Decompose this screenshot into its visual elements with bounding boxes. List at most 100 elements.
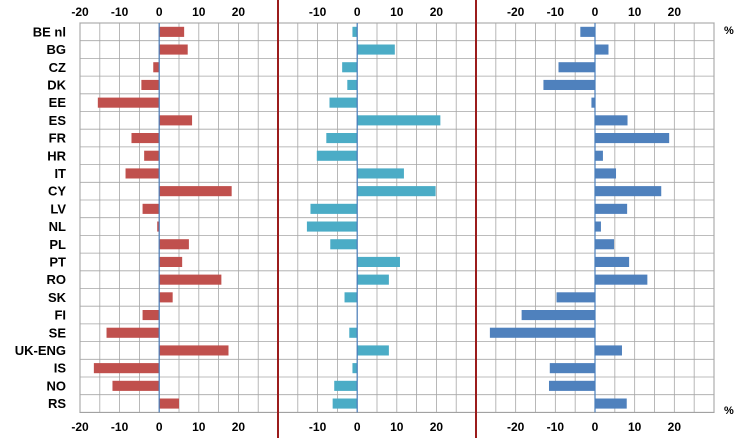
tick-label-top: -20 [507,5,525,19]
bar-2-bg [357,44,395,55]
category-label: FR [49,131,67,146]
category-label: FI [54,308,66,323]
bar-2-fr [326,133,358,144]
bar-2-lv [310,203,358,214]
bar-1-bg [159,44,188,55]
category-label: CY [48,184,66,199]
bar-3-is [549,363,595,374]
bar-3-bg [595,44,609,55]
bar-1-es [159,115,193,126]
bar-2-nl [306,221,358,232]
bar-1-ro [159,274,222,285]
tick-label-top: 0 [592,5,599,19]
tick-label-bottom: 0 [592,420,599,434]
bar-1-dk [141,79,160,90]
bar-3-uk-eng [595,345,622,356]
bar-1-fi [142,310,160,321]
category-label: ES [49,113,67,128]
bar-2-be-nl [352,26,358,37]
bar-3-nl [595,221,601,232]
bar-3-lv [595,203,628,214]
bar-1-pl [159,239,189,250]
tick-label-top: 10 [390,5,404,19]
unit-label-bottom: % [724,405,734,417]
unit-label-top: % [724,25,734,37]
tick-label-bottom: -10 [111,420,129,434]
bar-1-se [106,327,160,338]
tick-label-bottom: 0 [156,420,163,434]
category-label: SE [49,325,67,340]
tick-label-top: 20 [668,5,682,19]
bar-2-ro [357,274,389,285]
bar-3-cz [558,62,595,73]
bar-1-sk [159,292,173,303]
tick-label-bottom: 20 [232,420,246,434]
category-label: HR [47,148,66,163]
tick-label-bottom: 20 [668,420,682,434]
tick-label-top: -10 [111,5,129,19]
bar-3-fi [521,310,595,321]
tick-label-bottom: -10 [547,420,565,434]
bar-1-it [125,168,160,179]
tick-label-bottom: -20 [71,420,89,434]
category-label: RO [47,272,67,287]
bar-2-rs [332,398,358,409]
tick-label-bottom: 10 [628,420,642,434]
bar-2-sk [344,292,358,303]
bar-2-cy [357,186,436,197]
bar-1-pt [159,256,183,267]
bar-2-it [357,168,404,179]
tick-label-bottom: 10 [192,420,206,434]
bar-2-pt [357,256,400,267]
category-label: UK-ENG [15,343,66,358]
tick-label-bottom: 0 [354,420,361,434]
bar-3-se [489,327,595,338]
labels-layer: -20 -20 -10 -10 0 0 10 10 20 20 -10 -10 0 0 10 10 20 20 -2… [15,5,682,434]
bar-3-fr [595,133,670,144]
tick-label-top: 10 [628,5,642,19]
bar-3-es [595,115,628,126]
bar-2-ee [329,97,358,108]
bar-3-dk [543,79,595,90]
category-label: NL [49,219,66,234]
category-label: PT [49,254,66,269]
tick-label-bottom: 20 [430,420,444,434]
bar-1-uk-eng [159,345,229,356]
bar-3-hr [595,150,603,161]
tick-label-top: 0 [156,5,163,19]
bar-1-no [112,380,160,391]
bar-3-sk [556,292,595,303]
tick-label-top: 20 [232,5,246,19]
tick-label-top: -10 [309,5,327,19]
bar-1-cz [153,62,160,73]
tick-label-top: 0 [354,5,361,19]
category-label: RS [48,396,66,411]
bar-1-is [93,363,160,374]
bar-2-pl [330,239,358,250]
bar-3-no [548,380,595,391]
category-label: BE nl [33,24,66,39]
bar-1-lv [142,203,160,214]
bar-3-ro [595,274,648,285]
bar-1-nl [157,221,160,232]
category-label: CZ [49,60,66,75]
tick-label-top: 10 [192,5,206,19]
bar-2-se [349,327,358,338]
bar-1-hr [144,150,160,161]
bar-1-be-nl [159,26,185,37]
category-label: PL [49,237,66,252]
category-label: SK [48,290,67,305]
tick-label-bottom: -20 [507,420,525,434]
bars-layer [93,26,670,409]
bar-1-ee [97,97,160,108]
category-label: DK [47,77,66,92]
bar-3-pl [595,239,615,250]
bar-2-no [334,380,358,391]
bar-3-pt [595,256,630,267]
category-label: IS [54,361,67,376]
bar-2-uk-eng [357,345,389,356]
category-label: BG [47,42,67,57]
category-label: LV [50,201,66,216]
bar-1-fr [131,133,160,144]
